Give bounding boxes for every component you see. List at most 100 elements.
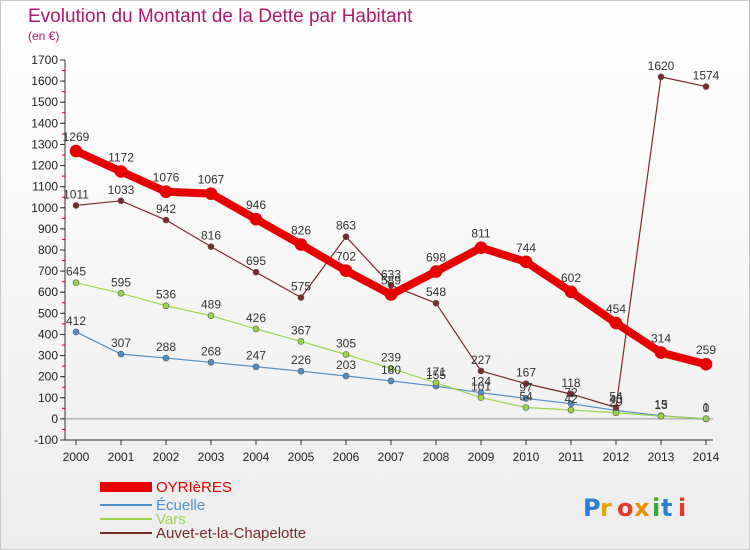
data-label: 633	[381, 267, 401, 281]
data-label: 489	[201, 298, 221, 312]
x-tick-label: 2011	[558, 450, 584, 464]
legend-label: OYRIèRES	[156, 479, 232, 496]
data-point	[657, 412, 665, 420]
data-label: 744	[516, 241, 536, 255]
data-point	[297, 338, 305, 345]
legend-label: Auvet-et-la-Chapelotte	[156, 525, 306, 542]
data-point	[702, 83, 710, 90]
data-point	[609, 316, 623, 330]
data-point	[657, 73, 665, 81]
data-point	[207, 312, 215, 319]
logo-letter: i	[652, 494, 660, 522]
x-tick-label: 2013	[648, 450, 675, 464]
x-tick-label: 2005	[288, 450, 315, 464]
data-label: 155	[426, 368, 446, 382]
data-point	[654, 346, 668, 359]
data-point	[387, 365, 395, 372]
data-point	[519, 255, 533, 269]
data-label: 1033	[108, 183, 135, 197]
data-label: 268	[201, 344, 221, 358]
legend-label: Écuelle	[156, 497, 205, 514]
data-label: 259	[696, 343, 716, 357]
y-tick-label: 600	[38, 285, 58, 299]
logo-letter: P	[583, 494, 601, 522]
y-tick-label: 800	[38, 243, 58, 257]
chart-title: Evolution du Montant de la Dette par Hab…	[28, 6, 413, 27]
data-label: 1	[703, 401, 710, 415]
data-point	[162, 216, 170, 224]
data-label: 602	[561, 271, 581, 285]
x-tick-label: 2002	[153, 450, 180, 464]
data-point	[477, 394, 485, 401]
data-label: 1067	[198, 173, 225, 187]
data-point	[72, 202, 80, 209]
y-tick-label: 1100	[32, 180, 58, 194]
x-tick-label: 2008	[423, 450, 450, 464]
logo-letter: i	[678, 494, 686, 522]
y-tick-label: -100	[34, 433, 58, 447]
data-label: 247	[246, 349, 266, 363]
x-tick-label: 2010	[513, 450, 540, 464]
data-label: 54	[519, 389, 533, 403]
data-point	[297, 367, 305, 375]
data-label: 124	[471, 375, 491, 389]
data-label: 426	[246, 311, 266, 325]
data-point	[702, 415, 710, 422]
data-point	[117, 197, 125, 205]
data-point	[432, 299, 440, 307]
data-label: 13	[654, 398, 668, 412]
data-point	[612, 404, 620, 411]
data-label: 698	[426, 251, 446, 265]
data-label: 1574	[693, 69, 720, 83]
data-label: 946	[246, 198, 266, 212]
data-point	[384, 288, 398, 301]
data-point	[522, 395, 530, 402]
y-tick-label: 1200	[31, 159, 58, 173]
y-tick-label: 1400	[31, 116, 58, 130]
data-point	[477, 367, 485, 375]
y-tick-label: 100	[38, 391, 58, 405]
x-tick-label: 2003	[198, 450, 225, 464]
data-label: 367	[291, 323, 311, 337]
data-point	[162, 354, 170, 362]
x-tick-label: 2004	[243, 450, 270, 464]
data-label: 575	[291, 280, 311, 294]
data-label: 42	[564, 392, 578, 406]
data-label: 1620	[648, 59, 675, 73]
data-label: 167	[516, 366, 536, 380]
data-label: 589	[381, 274, 401, 288]
data-label: 203	[336, 358, 356, 372]
data-point	[342, 351, 350, 358]
data-point	[564, 285, 578, 299]
y-tick-label: 900	[38, 222, 58, 236]
data-point	[339, 264, 353, 277]
data-point	[699, 357, 713, 371]
data-point	[567, 390, 575, 398]
y-tick-label: 700	[38, 264, 58, 278]
data-label: 1076	[153, 171, 180, 185]
data-label: 72	[564, 386, 578, 400]
y-tick-label: 0	[51, 412, 58, 426]
data-label: 595	[111, 275, 131, 289]
x-tick-label: 2012	[603, 450, 630, 464]
data-label: 942	[156, 202, 176, 216]
y-tick-label: 1600	[31, 74, 58, 88]
x-tick-label: 2006	[333, 450, 360, 464]
data-label: 226	[291, 353, 311, 367]
data-label: 811	[471, 227, 490, 241]
data-label: 118	[561, 376, 580, 390]
data-label: 54	[609, 389, 623, 403]
data-point	[474, 241, 488, 254]
data-label: 40	[609, 392, 623, 406]
data-point	[159, 185, 173, 199]
data-point	[207, 243, 215, 250]
data-point	[294, 238, 308, 251]
data-point	[342, 372, 350, 380]
x-tick-label: 2001	[108, 450, 135, 464]
data-point	[297, 294, 305, 301]
data-label: 1011	[63, 187, 89, 201]
data-label: 826	[291, 224, 311, 238]
data-label: 1269	[63, 130, 90, 144]
